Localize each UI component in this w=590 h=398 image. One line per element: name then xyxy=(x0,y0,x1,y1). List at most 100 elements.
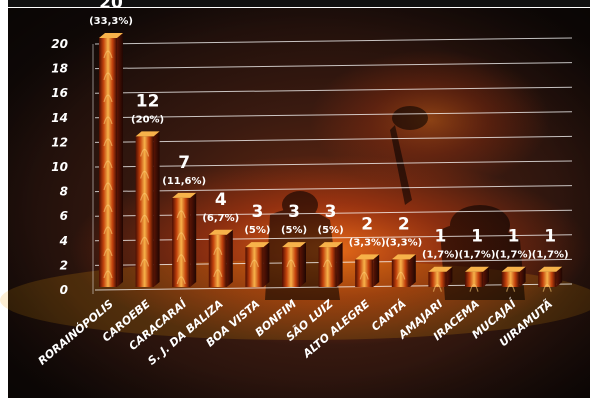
gridline xyxy=(94,62,573,70)
bar-top xyxy=(282,242,306,248)
bar-side xyxy=(373,254,380,287)
flame-streak xyxy=(176,276,186,285)
value-label: 1 xyxy=(544,227,556,247)
bar-3 xyxy=(172,192,197,287)
bar-top xyxy=(245,242,270,248)
bar-top xyxy=(538,266,563,272)
y-tick-label: 12 xyxy=(51,135,68,149)
flame-streak xyxy=(176,232,186,241)
bar-front xyxy=(465,271,483,287)
percent-label: (5%) xyxy=(244,225,270,236)
value-label: 4 xyxy=(215,190,227,210)
bar-top xyxy=(135,131,160,137)
bar-front xyxy=(538,271,557,287)
flame-streak xyxy=(103,138,113,147)
flame-streak xyxy=(103,72,113,81)
bar-top xyxy=(99,33,123,38)
flame-streak xyxy=(396,271,406,280)
bar-1 xyxy=(99,33,123,287)
bar-10 xyxy=(428,266,453,292)
flame-streak xyxy=(103,160,113,169)
value-label: 1 xyxy=(434,227,446,247)
percent-label: (3,3%) xyxy=(349,237,386,248)
bar-12 xyxy=(501,266,526,292)
bar-front xyxy=(208,234,227,287)
bar-side xyxy=(336,242,343,287)
bar-front xyxy=(391,259,410,287)
bar-side xyxy=(483,266,489,287)
gridline xyxy=(94,37,573,45)
bar-9 xyxy=(391,254,416,287)
gridline xyxy=(94,86,573,94)
y-tick-label: 0 xyxy=(60,283,68,297)
flame-streak xyxy=(323,259,333,268)
flame-streak xyxy=(140,258,150,267)
bar-top xyxy=(391,254,416,260)
value-label: 1 xyxy=(508,227,520,247)
flame-streak xyxy=(103,116,113,125)
flame-streak xyxy=(140,236,150,245)
y-tick-label: 18 xyxy=(51,62,68,76)
bar-front xyxy=(355,259,374,287)
flame-streak xyxy=(140,170,150,179)
flame-streak xyxy=(469,284,479,292)
value-label: 1 xyxy=(471,227,483,247)
bar-top xyxy=(208,229,233,235)
bar-front xyxy=(428,271,447,287)
flame-streak xyxy=(176,254,186,263)
y-tick-label: 4 xyxy=(59,234,68,248)
gridline xyxy=(94,135,573,143)
bar-front xyxy=(172,197,191,287)
bar-front xyxy=(282,247,300,287)
percent-label: (5%) xyxy=(318,225,344,236)
percent-label: (1,7%) xyxy=(495,250,532,261)
flame-streak xyxy=(140,148,150,157)
value-label: 3 xyxy=(288,202,300,222)
bar-side xyxy=(190,192,197,287)
bar-7 xyxy=(318,242,343,287)
gridline xyxy=(94,111,573,119)
percent-label: (11,6%) xyxy=(162,176,206,187)
bar-13 xyxy=(538,266,563,292)
flame-streak xyxy=(103,270,113,279)
bar-8 xyxy=(355,254,380,287)
flame-streak xyxy=(213,269,223,277)
flame-streak xyxy=(213,247,223,255)
y-tick-label: 14 xyxy=(51,111,68,125)
percent-label: (1,7%) xyxy=(532,250,569,261)
flame-streak xyxy=(176,210,186,219)
bar-top xyxy=(355,254,380,260)
bar-top xyxy=(318,242,343,248)
value-label: 7 xyxy=(178,153,190,173)
bar-top xyxy=(172,192,197,198)
percent-label: (20%) xyxy=(131,114,164,125)
bar-top xyxy=(428,266,453,272)
bar-front xyxy=(99,38,117,287)
flame-streak xyxy=(506,284,516,292)
bar-front xyxy=(318,247,337,287)
flame-streak xyxy=(286,259,296,268)
bar-front xyxy=(501,271,520,287)
bar-side xyxy=(226,229,233,287)
bar-side xyxy=(409,254,416,287)
flame-streak xyxy=(249,259,259,268)
y-tick-label: 16 xyxy=(51,86,68,100)
flame-streak xyxy=(103,248,113,257)
y-tick-label: 2 xyxy=(60,258,68,272)
bar-side xyxy=(300,242,306,287)
flame-streak xyxy=(359,271,369,280)
gridline xyxy=(94,160,573,168)
flame-streak xyxy=(103,226,113,235)
percent-label: (5%) xyxy=(281,225,307,236)
bar-side xyxy=(153,131,160,287)
y-tick-label: 20 xyxy=(51,37,68,51)
bar-4 xyxy=(208,229,233,287)
bar-side xyxy=(117,33,123,287)
y-tick-label: 10 xyxy=(51,160,68,174)
flame-streak xyxy=(542,284,552,292)
value-label: 3 xyxy=(251,202,263,222)
flame-streak xyxy=(103,50,113,59)
bar-2 xyxy=(135,131,160,287)
bar-side xyxy=(519,266,526,287)
